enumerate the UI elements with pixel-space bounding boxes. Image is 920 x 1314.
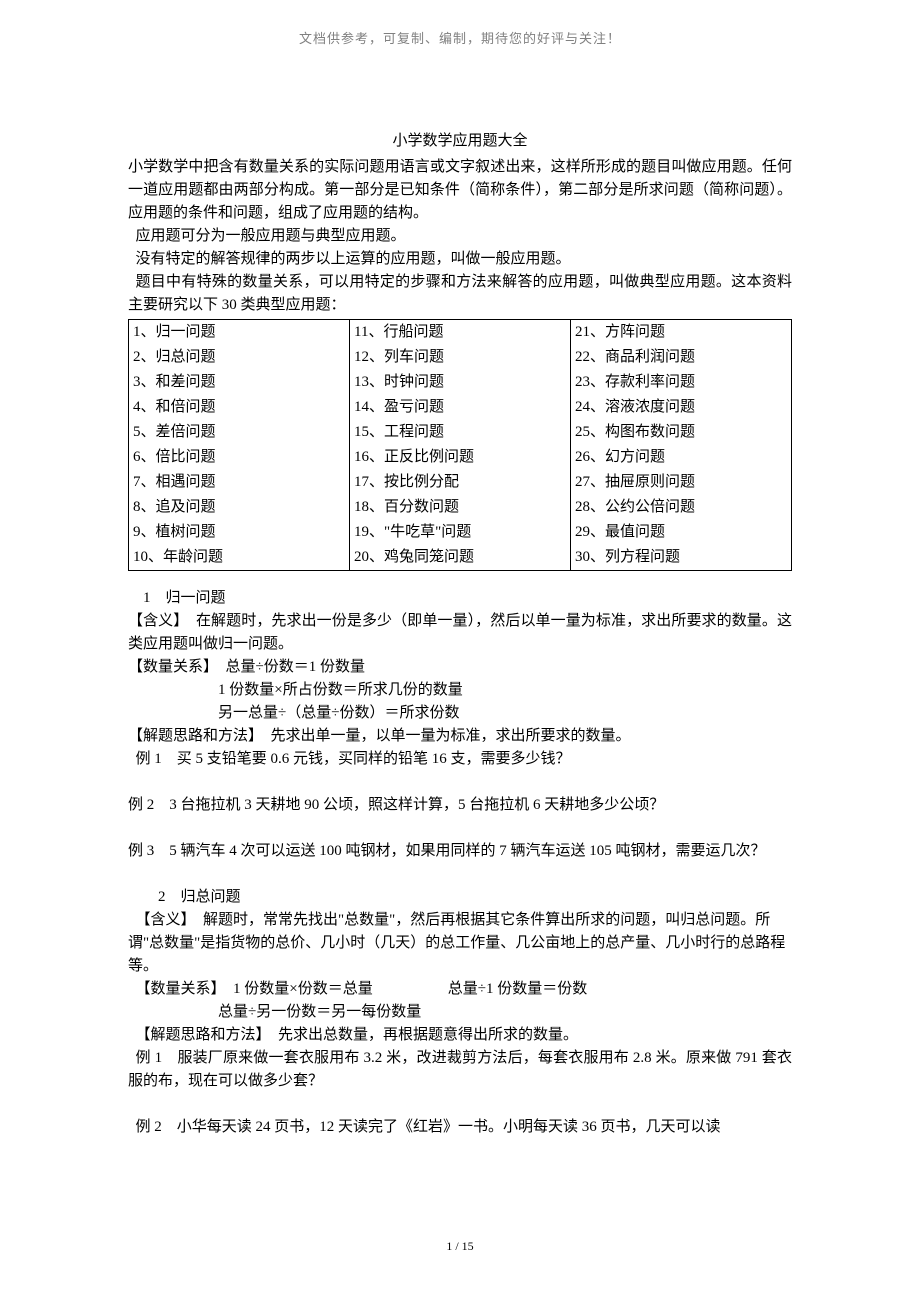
intro-paragraph-4: 题目中有特殊的数量关系，可以用特定的步骤和方法来解答的应用题，叫做典型应用题。这… (128, 271, 792, 317)
section-1-relation-1: 【数量关系】 总量÷份数＝1 份数量 (128, 656, 792, 679)
section-1-relation-2: 1 份数量×所占份数＝所求几份的数量 (128, 679, 792, 702)
table-row: 6、倍比问题16、正反比例问题26、幻方问题 (129, 445, 792, 470)
section-2-example-1: 例 1 服装厂原来做一套衣服用布 3.2 米，改进裁剪方法后，每套衣服用布 2.… (128, 1047, 792, 1093)
cell-type: 9、植树问题 (129, 520, 350, 545)
blank-line (128, 817, 792, 840)
cell-type: 10、年龄问题 (129, 545, 350, 571)
problem-types-table: 1、归一问题11、行船问题21、方阵问题 2、归总问题12、列车问题22、商品利… (128, 319, 792, 571)
document-title: 小学数学应用题大全 (128, 129, 792, 150)
table-row: 2、归总问题12、列车问题22、商品利润问题 (129, 345, 792, 370)
cell-type: 24、溶液浓度问题 (571, 395, 792, 420)
cell-type: 4、和倍问题 (129, 395, 350, 420)
section-2-meaning: 【含义】 解题时，常常先找出"总数量"，然后再根据其它条件算出所求的问题，叫归总… (128, 909, 792, 978)
cell-type: 26、幻方问题 (571, 445, 792, 470)
cell-type: 2、归总问题 (129, 345, 350, 370)
intro-paragraph-3: 没有特定的解答规律的两步以上运算的应用题，叫做一般应用题。 (128, 248, 792, 271)
section-1-example-1: 例 1 买 5 支铅笔要 0.6 元钱，买同样的铅笔 16 支，需要多少钱？ (128, 748, 792, 771)
table-row: 9、植树问题19、"牛吃草"问题29、最值问题 (129, 520, 792, 545)
table-row: 1、归一问题11、行船问题21、方阵问题 (129, 320, 792, 346)
cell-type: 5、差倍问题 (129, 420, 350, 445)
cell-type: 21、方阵问题 (571, 320, 792, 346)
header-note: 文档供参考，可复制、编制，期待您的好评与关注！ (128, 28, 792, 47)
blank-line (128, 1093, 792, 1116)
section-2-method: 【解题思路和方法】 先求出总数量，再根据题意得出所求的数量。 (128, 1024, 792, 1047)
page-number: 1 / 15 (128, 1239, 792, 1254)
cell-type: 12、列车问题 (350, 345, 571, 370)
cell-type: 3、和差问题 (129, 370, 350, 395)
section-2-header: 2 归总问题 (128, 886, 792, 909)
cell-type: 14、盈亏问题 (350, 395, 571, 420)
document-page: 文档供参考，可复制、编制，期待您的好评与关注！ 小学数学应用题大全 小学数学中把… (0, 0, 920, 1314)
section-1-method: 【解题思路和方法】 先求出单一量，以单一量为标准，求出所要求的数量。 (128, 725, 792, 748)
cell-type: 18、百分数问题 (350, 495, 571, 520)
cell-type: 1、归一问题 (129, 320, 350, 346)
blank-line (128, 771, 792, 794)
cell-type: 20、鸡兔同笼问题 (350, 545, 571, 571)
table-row: 3、和差问题13、时钟问题23、存款利率问题 (129, 370, 792, 395)
cell-type: 7、相遇问题 (129, 470, 350, 495)
cell-type: 17、按比例分配 (350, 470, 571, 495)
table-row: 8、追及问题18、百分数问题28、公约公倍问题 (129, 495, 792, 520)
cell-type: 30、列方程问题 (571, 545, 792, 571)
table-row: 7、相遇问题17、按比例分配27、抽屉原则问题 (129, 470, 792, 495)
section-2-example-2: 例 2 小华每天读 24 页书，12 天读完了《红岩》一书。小明每天读 36 页… (128, 1116, 792, 1139)
cell-type: 16、正反比例问题 (350, 445, 571, 470)
section-1-example-2: 例 2 3 台拖拉机 3 天耕地 90 公顷，照这样计算，5 台拖拉机 6 天耕… (128, 794, 792, 817)
section-1-meaning: 【含义】 在解题时，先求出一份是多少（即单一量），然后以单一量为标准，求出所要求… (128, 610, 792, 656)
table-row: 10、年龄问题20、鸡兔同笼问题30、列方程问题 (129, 545, 792, 571)
section-1-example-3: 例 3 5 辆汽车 4 次可以运送 100 吨钢材，如果用同样的 7 辆汽车运送… (128, 840, 792, 863)
section-2-relation-1: 【数量关系】 1 份数量×份数＝总量 总量÷1 份数量＝份数 (128, 978, 792, 1001)
section-2-relation-2: 总量÷另一份数＝另一每份数量 (128, 1001, 792, 1024)
cell-type: 23、存款利率问题 (571, 370, 792, 395)
table-row: 4、和倍问题14、盈亏问题24、溶液浓度问题 (129, 395, 792, 420)
section-1-header: 1 归一问题 (128, 587, 792, 610)
blank-line (128, 863, 792, 886)
cell-type: 22、商品利润问题 (571, 345, 792, 370)
intro-paragraph-1: 小学数学中把含有数量关系的实际问题用语言或文字叙述出来，这样所形成的题目叫做应用… (128, 156, 792, 225)
cell-type: 28、公约公倍问题 (571, 495, 792, 520)
intro-paragraph-2: 应用题可分为一般应用题与典型应用题。 (128, 225, 792, 248)
cell-type: 11、行船问题 (350, 320, 571, 346)
cell-type: 19、"牛吃草"问题 (350, 520, 571, 545)
cell-type: 27、抽屉原则问题 (571, 470, 792, 495)
cell-type: 13、时钟问题 (350, 370, 571, 395)
section-1-relation-3: 另一总量÷（总量÷份数）＝所求份数 (128, 702, 792, 725)
table-row: 5、差倍问题15、工程问题25、构图布数问题 (129, 420, 792, 445)
cell-type: 29、最值问题 (571, 520, 792, 545)
cell-type: 8、追及问题 (129, 495, 350, 520)
cell-type: 25、构图布数问题 (571, 420, 792, 445)
cell-type: 15、工程问题 (350, 420, 571, 445)
cell-type: 6、倍比问题 (129, 445, 350, 470)
